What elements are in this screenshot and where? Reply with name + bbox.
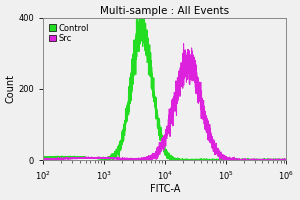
Title: Multi-sample : All Events: Multi-sample : All Events [100,6,229,16]
Legend: Control, Src: Control, Src [47,22,91,44]
Y-axis label: Count: Count [6,74,16,103]
X-axis label: FITC-A: FITC-A [150,184,180,194]
